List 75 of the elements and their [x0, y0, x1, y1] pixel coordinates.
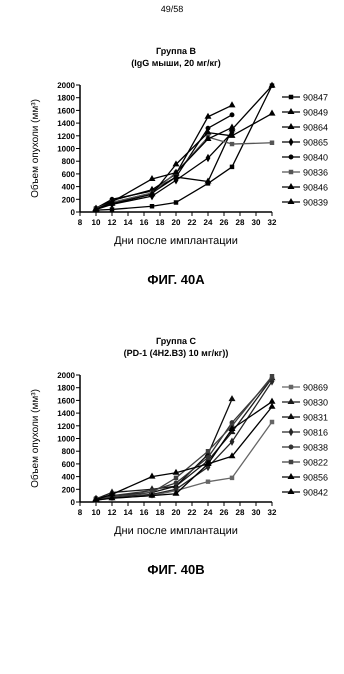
x-tick-label: 16	[140, 218, 149, 227]
legend-label: 90816	[303, 428, 328, 438]
x-tick-label: 18	[156, 508, 165, 517]
y-tick-label: 0	[70, 208, 76, 217]
legend-label: 90865	[303, 138, 328, 148]
x-tick-label: 16	[140, 508, 149, 517]
y-tick-label: 1400	[57, 119, 76, 128]
legend-label: 90839	[303, 198, 328, 208]
x-tick-label: 10	[92, 508, 101, 517]
y-tick-label: 1200	[57, 132, 76, 141]
y-axis-title: Объем опухоли (мм³)	[30, 389, 41, 488]
x-tick-label: 28	[236, 508, 245, 517]
y-tick-label: 1400	[57, 409, 76, 418]
y-tick-label: 800	[62, 447, 76, 456]
y-tick-label: 200	[62, 195, 76, 204]
legend-label: 90830	[303, 398, 328, 408]
legend-label: 90840	[303, 152, 328, 162]
chart-title: Группа B	[156, 46, 197, 56]
x-tick-label: 18	[156, 218, 165, 227]
text: ФИГ. 40A	[147, 272, 206, 287]
x-tick-label: 26	[220, 218, 229, 227]
x-tick-label: 8	[78, 218, 83, 227]
x-tick-label: 32	[268, 508, 277, 517]
legend-label: 90842	[303, 488, 328, 498]
x-tick-label: 14	[124, 508, 133, 517]
y-tick-label: 1000	[57, 144, 76, 154]
x-tick-label: 12	[108, 218, 117, 227]
y-tick-label: 0	[70, 498, 76, 507]
legend-label: 90849	[303, 108, 328, 118]
legend-label: 90838	[303, 442, 328, 452]
legend-label: 90836	[303, 168, 328, 178]
y-tick-label: 2000	[57, 81, 76, 90]
y-tick-label: 800	[62, 157, 76, 166]
x-tick-label: 30	[252, 508, 261, 517]
x-tick-label: 20	[172, 218, 181, 227]
legend-label: 90869	[303, 382, 328, 392]
legend-label: 90847	[303, 92, 328, 102]
y-tick-label: 600	[62, 460, 76, 469]
y-tick-label: 1800	[57, 384, 76, 393]
y-tick-label: 1200	[57, 422, 76, 431]
legend-label: 90846	[303, 182, 328, 192]
x-tick-label: 8	[78, 508, 83, 517]
chart-subtitle: (IgG мыши, 20 мг/кг)	[131, 58, 221, 68]
legend-label: 90831	[303, 412, 328, 422]
x-tick-label: 12	[108, 508, 117, 517]
legend-label: 90864	[303, 122, 328, 132]
x-tick-label: 10	[92, 218, 101, 227]
text: 49/58	[160, 4, 184, 14]
x-axis-title: Дни после имплантации	[114, 525, 238, 537]
x-tick-label: 26	[220, 508, 229, 517]
y-tick-label: 1800	[57, 94, 76, 103]
x-tick-label: 24	[204, 218, 213, 227]
x-tick-label: 30	[252, 218, 261, 227]
chart-subtitle: (PD-1 (4H2.B3) 10 мг/кг))	[124, 348, 228, 358]
y-tick-label: 400	[62, 182, 76, 192]
legend-label: 90822	[303, 458, 328, 468]
text: ФИГ. 40B	[147, 562, 205, 577]
x-tick-label: 32	[268, 218, 277, 227]
y-tick-label: 2000	[57, 371, 76, 380]
x-axis-title: Дни после имплантации	[114, 235, 238, 247]
x-tick-label: 14	[124, 218, 133, 227]
x-tick-label: 28	[236, 218, 245, 227]
x-tick-label: 22	[188, 218, 197, 227]
y-tick-label: 400	[62, 472, 76, 482]
legend-label: 90856	[303, 472, 328, 482]
y-tick-label: 1000	[57, 434, 76, 444]
y-axis-title: Объем опухоли (мм³)	[30, 99, 41, 198]
y-tick-label: 1600	[57, 106, 76, 116]
y-tick-label: 200	[62, 485, 76, 494]
x-tick-label: 24	[204, 508, 213, 517]
chart-title: Группа C	[156, 336, 197, 346]
y-tick-label: 1600	[57, 396, 76, 406]
x-tick-label: 20	[172, 508, 181, 517]
x-tick-label: 22	[188, 508, 197, 517]
y-tick-label: 600	[62, 170, 76, 179]
